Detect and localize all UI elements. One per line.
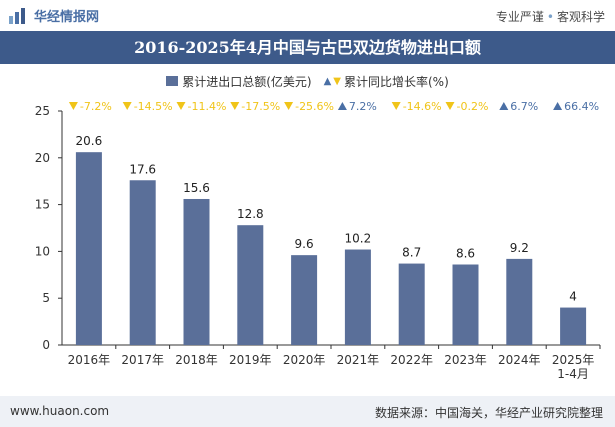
growth-rate-label: -0.2% — [457, 100, 489, 113]
growth-rate-label: -11.4% — [188, 100, 227, 113]
growth-rate-label: -14.5% — [134, 100, 173, 113]
footer-source: 数据来源：中国海关，华经产业研究院整理 — [374, 406, 603, 420]
down-arrow-icon — [445, 102, 455, 110]
x-tick-label: 2019年 — [229, 353, 272, 367]
y-tick-label: 25 — [35, 104, 50, 118]
slogan-right: 客观科学 — [556, 10, 605, 24]
down-arrow-icon — [391, 102, 401, 110]
x-tick-label: 2022年 — [390, 353, 433, 367]
x-tick-label: 2020年 — [283, 353, 326, 367]
growth-rate-label: -7.2% — [80, 100, 112, 113]
x-tick-label: 2023年 — [444, 353, 487, 367]
bar — [183, 198, 210, 345]
bar-chart: 0 5 10 15 20 25 20.6 2016年 -7.2% 17.6 2017年 -14.5% 1… — [35, 100, 601, 381]
bar — [344, 249, 371, 345]
down-arrow-icon — [68, 102, 78, 110]
up-arrow-icon — [337, 102, 347, 110]
growth-rate-label: 7.2% — [349, 100, 377, 113]
bar — [75, 152, 102, 345]
bar — [291, 255, 318, 345]
growth-rate-label: -14.6% — [403, 100, 442, 113]
y-tick-label: 20 — [35, 151, 50, 165]
legend-arrows-swatch: ▲ ▼ — [324, 76, 341, 87]
chart-title: 2016-2025年4月中国与古巴双边货物进出口额 — [134, 38, 481, 57]
bar-value-label: 8.7 — [402, 246, 421, 260]
bar-value-label: 12.8 — [237, 207, 264, 221]
bar-value-label: 15.6 — [183, 181, 210, 195]
legend-item-growth[interactable]: ▲ ▼ 累计同比增长率(%) — [324, 73, 449, 90]
bar-value-label: 4 — [569, 290, 577, 304]
down-arrow-icon — [176, 102, 186, 110]
x-tick-label: 1-4月 — [557, 367, 589, 381]
legend-label-total: 累计进出口总额(亿美元) — [182, 74, 312, 89]
brand[interactable]: 华经情报网 — [8, 6, 99, 25]
title-bar: 2016-2025年4月中国与古巴双边货物进出口额 — [0, 31, 615, 64]
down-arrow-icon — [284, 102, 294, 110]
growth-rate-label: -25.6% — [295, 100, 334, 113]
y-tick-label: 5 — [42, 291, 50, 305]
x-tick-label: 2018年 — [175, 353, 218, 367]
y-tick-label: 10 — [35, 244, 50, 258]
legend-item-total[interactable]: 累计进出口总额(亿美元) — [166, 73, 312, 90]
bar — [398, 263, 425, 345]
up-arrow-icon — [553, 102, 563, 110]
bar-value-label: 20.6 — [76, 134, 103, 148]
down-arrow-icon — [122, 102, 132, 110]
growth-rate-label: 6.7% — [510, 100, 538, 113]
bar — [560, 307, 587, 345]
footer-bar: www.huaon.com 数据来源：中国海关，华经产业研究院整理 — [0, 396, 615, 427]
y-tick-label: 15 — [35, 198, 50, 212]
bar — [237, 225, 264, 345]
up-arrow-icon — [499, 102, 509, 110]
x-tick-label: 2025年 — [552, 353, 595, 367]
brand-name: 华经情报网 — [34, 10, 100, 25]
bar-value-label: 17.6 — [129, 162, 156, 176]
growth-rate-label: -17.5% — [241, 100, 280, 113]
bar-value-label: 10.2 — [345, 232, 372, 246]
chart-legend: 累计进出口总额(亿美元) ▲ ▼ 累计同比增长率(%) — [0, 72, 615, 90]
top-bar: 华经情报网 专业严谨 • 客观科学 — [0, 0, 615, 30]
bar — [452, 264, 479, 345]
bar — [129, 180, 156, 345]
bar-value-label: 9.6 — [295, 237, 314, 251]
brand-logo-icon — [9, 7, 25, 24]
slogan: 专业严谨 • 客观科学 — [496, 8, 605, 25]
slogan-separator: • — [546, 10, 554, 24]
x-tick-label: 2016年 — [68, 353, 111, 367]
x-tick-label: 2021年 — [337, 353, 380, 367]
x-tick-label: 2024年 — [498, 353, 541, 367]
bar — [506, 258, 533, 345]
down-arrow-icon — [230, 102, 240, 110]
legend-label-growth: 累计同比增长率(%) — [344, 74, 449, 89]
slogan-left: 专业严谨 — [495, 10, 544, 24]
up-arrow-icon: ▲ — [323, 75, 332, 87]
down-arrow-icon: ▼ — [333, 75, 341, 87]
y-tick-label: 0 — [42, 338, 50, 352]
legend-bar-swatch — [166, 76, 179, 86]
footer-url[interactable]: www.huaon.com — [10, 404, 110, 418]
bar-value-label: 8.6 — [456, 247, 475, 261]
x-tick-label: 2017年 — [121, 353, 164, 367]
bar-value-label: 9.2 — [510, 241, 529, 255]
growth-rate-label: 66.4% — [564, 100, 599, 113]
